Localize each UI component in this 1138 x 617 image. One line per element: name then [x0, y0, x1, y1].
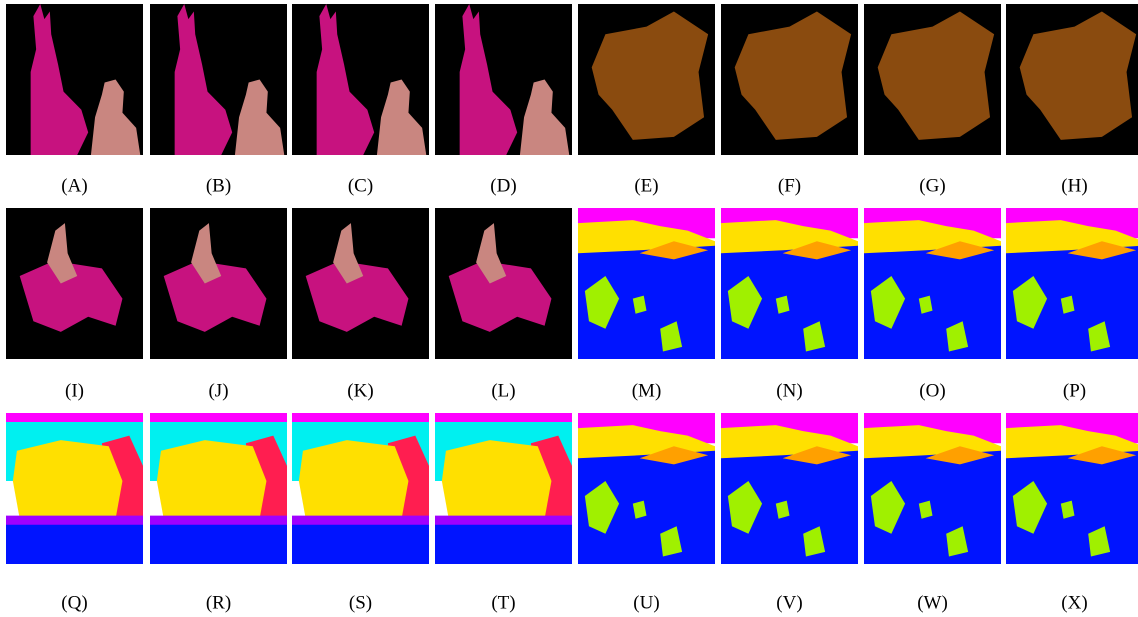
- segmentation-panel: [292, 413, 429, 564]
- panel-label: (L): [491, 380, 515, 401]
- segmentation-panel: [150, 208, 287, 359]
- panel-label: (D): [490, 175, 516, 196]
- panel-label: (G): [919, 175, 945, 196]
- panel-label: (U): [633, 592, 659, 613]
- segment-region: [150, 413, 287, 422]
- segmentation-panel: [292, 208, 429, 359]
- panel-label: (Q): [61, 592, 87, 613]
- segmentation-panel: [864, 208, 1001, 359]
- segment-region: [435, 413, 572, 422]
- panel-label: (J): [208, 380, 228, 401]
- segment-region: [6, 525, 143, 564]
- segmentation-panel: [435, 208, 572, 359]
- segment-region: [292, 516, 429, 527]
- segment-region: [442, 440, 552, 519]
- segmentation-panel: [1006, 4, 1138, 155]
- segmentation-panel: [721, 4, 858, 155]
- segmentation-panel: [578, 413, 715, 564]
- segment-region: [13, 440, 123, 519]
- segment-region: [6, 413, 143, 422]
- panel-label: (V): [776, 592, 802, 613]
- segment-region: [150, 516, 287, 527]
- segmentation-panel: [435, 413, 572, 564]
- panel-label: (X): [1061, 592, 1087, 613]
- segmentation-panel: [6, 208, 143, 359]
- panel-label: (T): [491, 592, 515, 613]
- panel-label: (I): [65, 380, 84, 401]
- panel-label: (S): [349, 592, 372, 613]
- segment-region: [6, 516, 143, 527]
- segmentation-panel: [6, 4, 143, 155]
- segment-region: [150, 525, 287, 564]
- segmentation-panel: [150, 413, 287, 564]
- panel-label: (H): [1061, 175, 1087, 196]
- panel-label: (B): [206, 175, 231, 196]
- segment-region: [299, 440, 409, 519]
- segmentation-panel: [150, 4, 287, 155]
- panel-label: (A): [61, 175, 87, 196]
- figure: (A) (B) (C) (D) (E) (F) (G) (H) (I) (J) (K) (L) (M) (…: [0, 0, 1138, 617]
- segmentation-panel: [721, 413, 858, 564]
- segment-region: [435, 516, 572, 527]
- panel-label: (P): [1063, 380, 1086, 401]
- panel-label: (M): [632, 380, 662, 401]
- panel-label: (K): [347, 380, 373, 401]
- panel-label: (E): [634, 175, 658, 196]
- panel-label: (R): [206, 592, 231, 613]
- segmentation-panel: [435, 4, 572, 155]
- segmentation-panel: [864, 413, 1001, 564]
- segmentation-panel: [721, 208, 858, 359]
- panel-label: (F): [778, 175, 801, 196]
- segment-region: [292, 413, 429, 422]
- segmentation-panel: [864, 4, 1001, 155]
- segmentation-panel: [6, 413, 143, 564]
- segmentation-panel: [1006, 208, 1138, 359]
- segment-region: [157, 440, 267, 519]
- panel-label: (C): [348, 175, 373, 196]
- segment-region: [435, 525, 572, 564]
- panel-label: (W): [917, 592, 948, 613]
- segmentation-panel: [1006, 413, 1138, 564]
- panel-label: (O): [919, 380, 945, 401]
- segmentation-panel: [578, 208, 715, 359]
- segment-region: [292, 525, 429, 564]
- segmentation-panel: [292, 4, 429, 155]
- segmentation-panel: [578, 4, 715, 155]
- panel-label: (N): [776, 380, 802, 401]
